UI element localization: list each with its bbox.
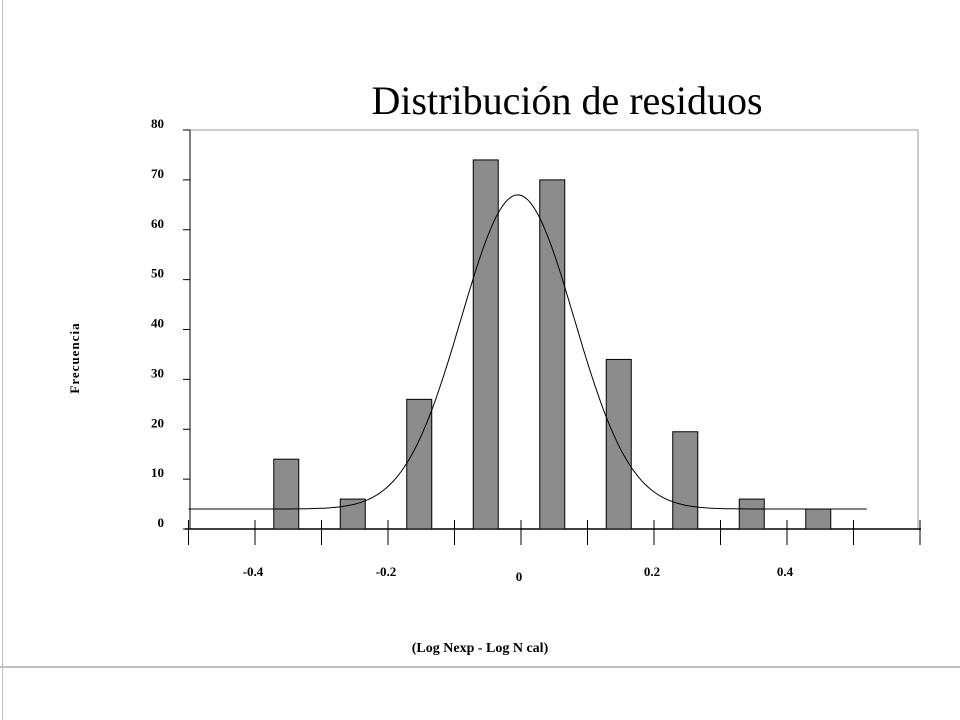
x-tick-label: 0.4 <box>777 564 794 579</box>
histogram-bar <box>339 498 366 530</box>
chart-title: Distribución de residuos <box>371 78 762 123</box>
histogram-bar <box>406 398 433 530</box>
histogram-bar <box>805 508 832 530</box>
frame-left-border <box>2 0 3 720</box>
histogram-bar <box>273 458 300 530</box>
y-tick-label: 40 <box>151 316 164 331</box>
histogram-bar <box>672 431 699 530</box>
histogram-bar <box>605 358 632 530</box>
y-tick-label: 10 <box>151 465 164 480</box>
x-tick-label: -0.2 <box>376 564 397 579</box>
y-tick-label: 0 <box>158 515 165 530</box>
x-axis-label: (Log Nexp - Log N cal) <box>412 641 549 656</box>
x-tick-label: -0.4 <box>243 564 264 579</box>
histogram-bar <box>472 159 499 530</box>
histogram-bar <box>539 179 566 530</box>
frame-bottom-border <box>0 666 960 668</box>
histogram-bar <box>738 498 765 530</box>
y-tick-label: 70 <box>151 166 164 181</box>
y-tick-label: 50 <box>151 266 164 281</box>
x-tick-label: 0 <box>516 569 523 584</box>
y-tick-label: 30 <box>151 365 164 380</box>
y-axis-label: Frecuencia <box>67 322 82 393</box>
y-tick-label: 80 <box>151 116 164 131</box>
y-tick-label: 60 <box>151 216 164 231</box>
normal-fit-curve <box>188 194 867 510</box>
y-tick-label: 20 <box>151 415 164 430</box>
x-tick-label: 0.2 <box>644 564 660 579</box>
